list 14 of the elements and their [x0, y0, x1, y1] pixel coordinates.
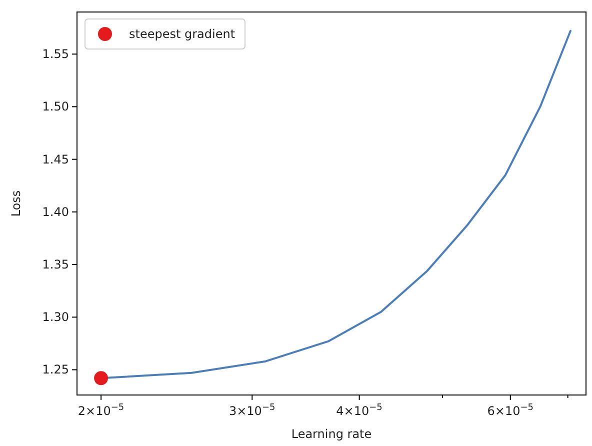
x-tick-label: 6×10$^{−5}$: [487, 403, 534, 418]
x-tick-label: 4×10$^{−5}$: [336, 403, 382, 418]
y-tick-label: 1.40: [42, 204, 69, 219]
y-tick-label: 1.30: [42, 310, 69, 324]
x-axis-title: Learning rate: [291, 427, 372, 441]
x-tick-label: 2×10$^{−5}$: [78, 403, 124, 418]
x-tick-label: 3×10$^{−5}$: [228, 403, 276, 418]
y-tick-label: 1.50: [42, 100, 69, 114]
y-tick-label: 1.55: [42, 47, 69, 62]
legend-label: steepest gradient: [129, 27, 236, 41]
y-axis-title: Loss: [9, 190, 23, 217]
y-tick-label: 1.45: [42, 152, 69, 166]
y-tick-label: 1.25: [42, 362, 69, 377]
y-tick-label: 1.35: [42, 258, 69, 272]
